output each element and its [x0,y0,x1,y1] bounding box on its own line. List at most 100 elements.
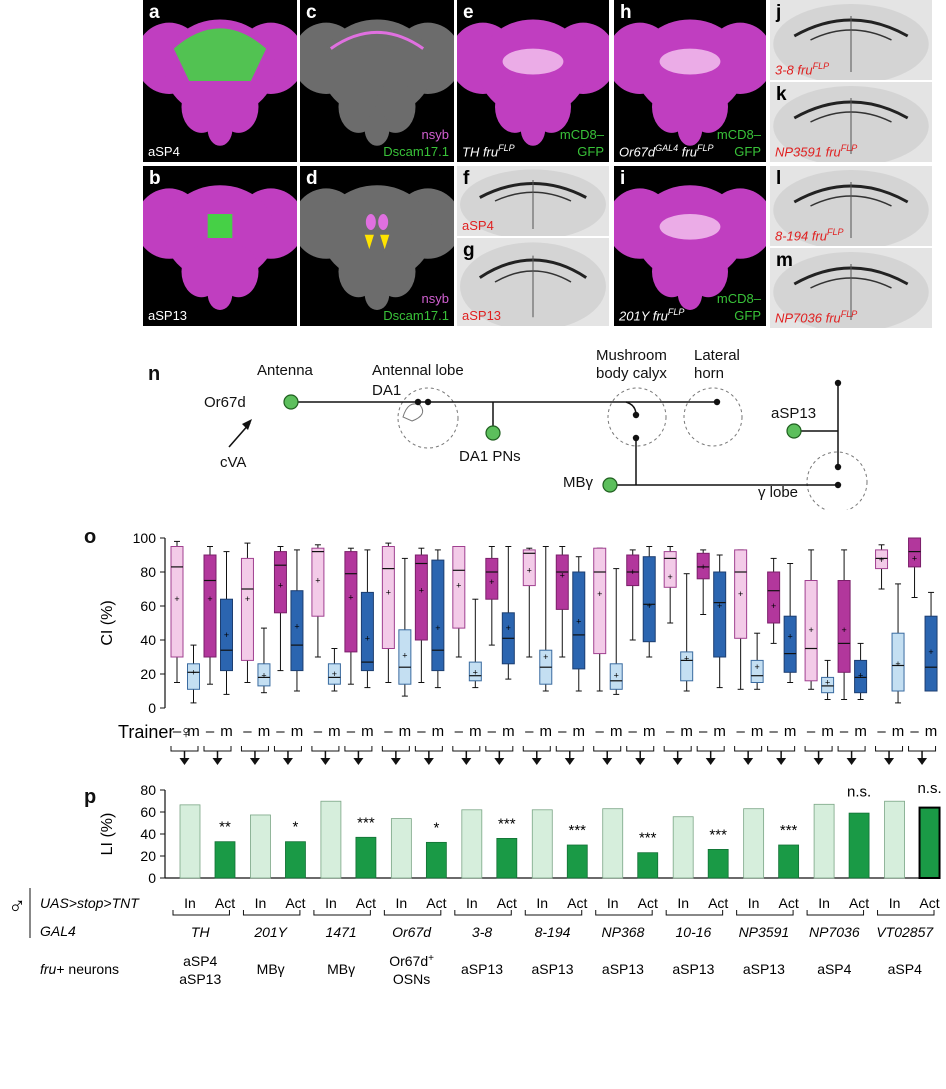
box-iqr [572,571,586,670]
panel-caption-m: NP7036 fruFLP [775,309,857,325]
cond-in-label: In [325,895,337,911]
down-arrow-icon [672,758,683,765]
panel-label-e: e [463,2,474,23]
down-arrow-icon [884,758,895,765]
gal4-name: NP7036 [809,924,860,940]
synapse-dot [713,398,721,406]
box-mean: + [560,570,565,580]
trainer-bracket [837,746,866,752]
trainer-cond: – [840,723,849,740]
micrograph-m [770,248,932,328]
gal4-name: Or67d [392,924,432,940]
fru-neuron-name: aSP4 [888,961,922,977]
panel-channel-1-i: mCD8– [716,291,761,306]
box-mean: + [207,594,212,604]
cond-act-label: Act [426,895,446,911]
trainer-bracket [555,746,584,752]
panel-channel-2-c: Dscam17.1 [383,144,449,159]
trainer-cond: – [347,723,356,740]
cond-in-label: In [748,895,760,911]
image-panel-e: e TH fruFLP mCD8– GFP [457,0,609,162]
bar-in [813,803,835,879]
trainer-cond: m [361,723,374,740]
fru-neuron-name: aSP13 [531,961,573,977]
box-mean: + [419,586,424,596]
trainer-cond: – [558,723,567,740]
significance-label: *** [569,822,587,839]
trainer-bracket [452,746,481,752]
caption-text-2: fru [678,144,697,159]
box-mean: + [895,659,900,669]
significance-label: *** [709,826,727,843]
region-circle [397,387,459,449]
trainer-cond: m [925,723,938,740]
significance-label: *** [498,815,516,832]
genotype-bracket [242,910,301,916]
trainer-bracket [626,746,655,752]
down-arrow-icon [390,758,401,765]
label-mb-calyx-1: Mushroom [596,347,667,364]
trainer-cond: m [328,723,341,740]
down-arrow-icon [249,758,260,765]
box-iqr [593,547,607,655]
label-da1: DA1 [372,382,401,399]
box-iqr [344,551,358,653]
down-arrow-icon [813,758,824,765]
gal4-name: 3-8 [472,924,492,940]
genotype-bracket [806,910,865,916]
synapse-dot [424,398,432,406]
down-arrow-icon [743,758,754,765]
trainer-cond: – [243,723,252,740]
gal4-name: 10-16 [676,924,712,940]
panel-channel-2-i: GFP [734,308,761,323]
cond-in-label: In [255,895,267,911]
genotype-bracket [736,910,794,916]
cond-act-label: Act [497,895,517,911]
cond-act-label: Act [638,895,658,911]
trainer-bracket [663,746,692,752]
box-mean: + [278,581,283,591]
trainer-cond: – [666,723,675,740]
micrograph-g [457,238,609,326]
trainer-cond: – [314,723,323,740]
bar-in [250,814,271,879]
bar-act [707,849,729,879]
box-mean: + [858,671,863,681]
bar-act [848,812,870,879]
bar-chart: 0 20 40 60 80 LI (%) ♂ UAS>stop>TNT GAL4 fru+ neu… [8,780,942,987]
y-tick-label: 0 [148,700,156,716]
panel-label-f: f [463,168,470,189]
trainer-cond: – [206,723,215,740]
significance-label: *** [780,822,798,839]
genotype-bracket [665,910,724,916]
trainer-cond: – [807,723,816,740]
down-arrow-icon [564,758,575,765]
micrograph-k [770,82,932,162]
image-panel-a: a aSP4 [143,0,297,162]
trainer-cond: – [736,723,745,740]
panel-label-j: j [776,2,782,23]
genotype-bracket [313,910,371,916]
box-iqr [924,615,938,692]
box-mean: + [647,601,652,611]
cond-in-label: In [889,895,901,911]
caption-sup: FLP [827,226,844,237]
box-mean: + [543,652,548,662]
box-iqr [891,632,905,692]
box-mean: + [527,565,532,575]
box-mean: + [174,594,179,604]
caption-text: aSP4 [148,144,180,159]
trainer-bracket [485,746,514,752]
y-tick-label: 100 [133,530,157,546]
image-panel-i: i 201Y fruFLP mCD8– GFP [614,166,766,326]
trainer-bracket [240,746,269,752]
label-or67d: Or67d [204,394,246,411]
box-iqr [875,549,889,570]
box-mean: + [788,632,793,642]
genotype-bracket [383,910,442,916]
gal4-name: 1471 [326,924,357,940]
panel-caption-k: NP3591 fruFLP [775,143,857,159]
label-antenna: Antenna [257,362,314,379]
trainer-cond: – [525,723,534,740]
